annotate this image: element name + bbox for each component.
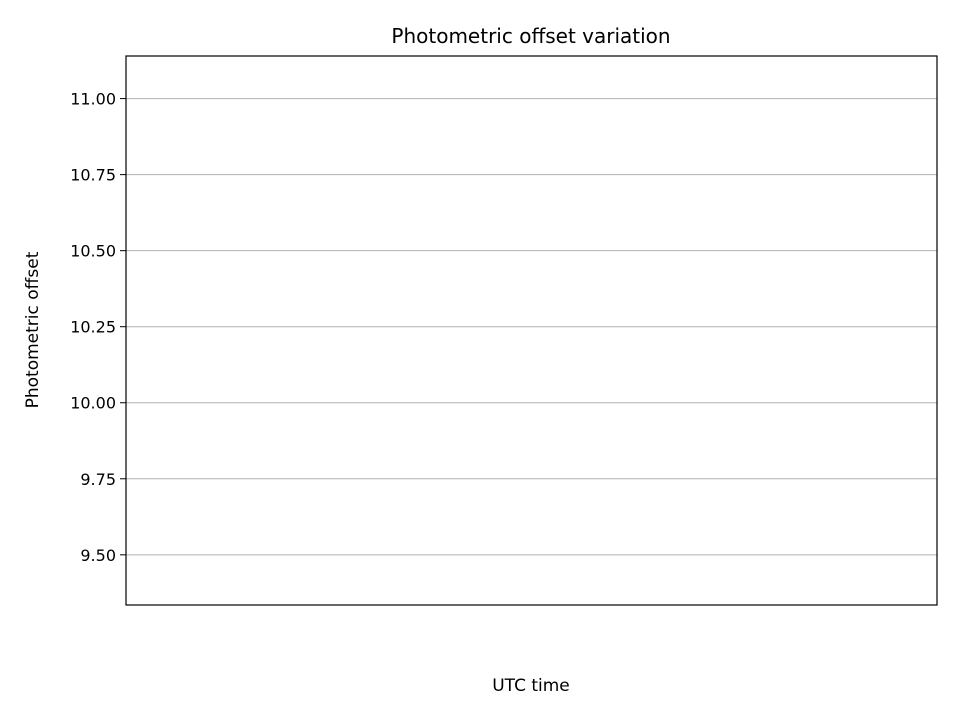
grid <box>126 98 937 556</box>
y-tick-label: 10.00 <box>70 394 116 413</box>
chart-title: Photometric offset variation <box>391 24 670 48</box>
y-tick-label: 9.50 <box>80 546 116 565</box>
y-axis: 9.50 9.75 10.00 10.25 10.50 10.75 11.00 <box>70 90 126 565</box>
y-tick-label: 10.50 <box>70 242 116 261</box>
y-axis-label: Photometric offset <box>23 251 43 408</box>
x-axis-label: UTC time <box>492 676 570 696</box>
plot-frame <box>125 55 938 606</box>
y-tick-label: 10.25 <box>70 318 116 337</box>
y-tick-label: 9.75 <box>80 470 116 489</box>
y-tick-label: 10.75 <box>70 166 116 185</box>
y-tick-label: 11.00 <box>70 90 116 109</box>
